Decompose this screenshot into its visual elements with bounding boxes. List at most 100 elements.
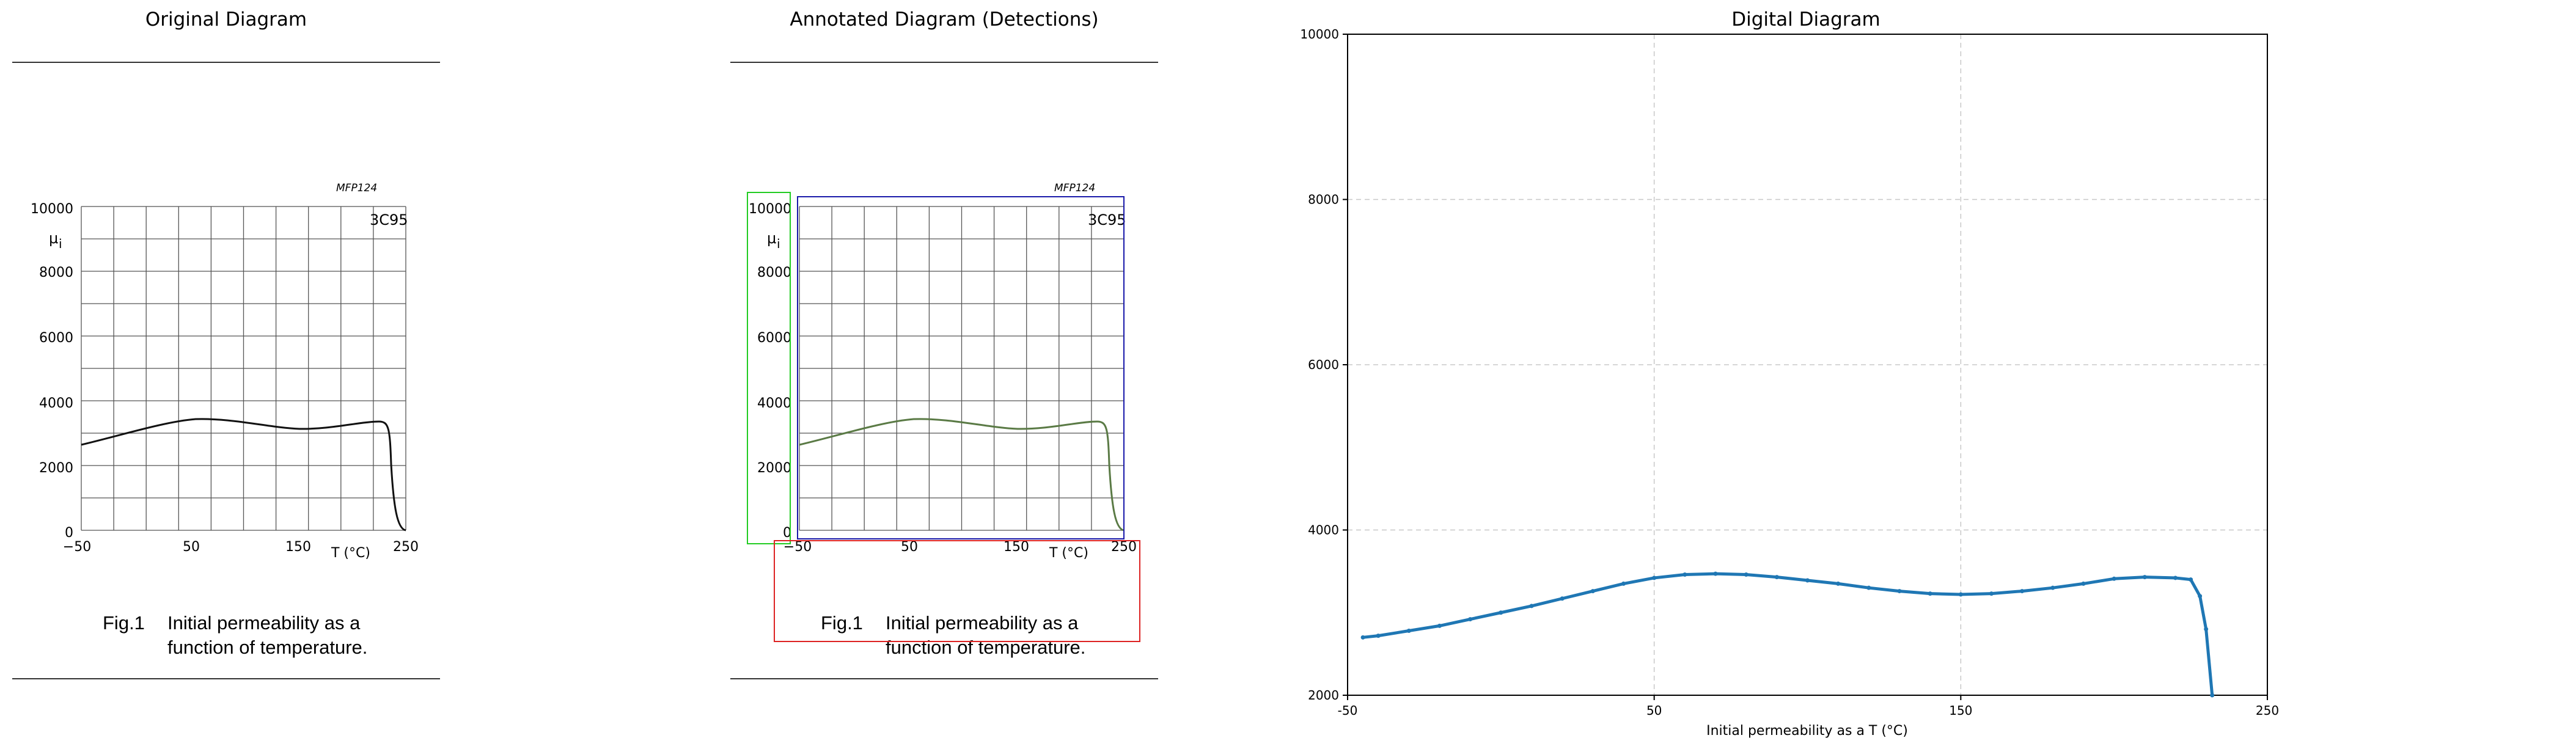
- y-tick-label: 4000: [757, 396, 791, 411]
- annotated-curve: [799, 418, 1125, 532]
- original-curve: [81, 418, 406, 532]
- y-tick-label: 0: [65, 525, 73, 541]
- original-panel-title: Original Diagram: [145, 9, 307, 31]
- caption-line-2: function of temperature.: [886, 637, 1085, 658]
- detection-box-y-axis: [747, 192, 791, 544]
- x-tick-label: 250: [393, 539, 419, 555]
- digital-grid: [1348, 34, 2267, 695]
- diagram-code: MFP124: [336, 182, 377, 194]
- x-tick-label: 250: [1111, 539, 1137, 555]
- annotated-y-ticks: 10000 8000 6000 4000 2000 0: [749, 202, 791, 541]
- original-y-ticks: 10000 8000 6000 4000 2000 0: [31, 202, 73, 541]
- digital-data-point: [2173, 575, 2178, 580]
- digital-data-point: [2142, 575, 2147, 580]
- original-x-ticks: −50 50 150 250: [63, 539, 419, 555]
- digital-data-point: [1989, 591, 1994, 596]
- annotated-panel-title: Annotated Diagram (Detections): [790, 9, 1099, 31]
- material-label: 3C95: [1088, 211, 1126, 228]
- annotated-x-ticks: −50 50 150 250: [783, 539, 1137, 555]
- y-axis-symbol: μ: [49, 230, 58, 247]
- digital-data-point: [1774, 575, 1779, 580]
- y-tick-label: 2000: [757, 461, 791, 476]
- x-tick-label: 150: [285, 539, 311, 555]
- annotated-bottom-rule: [730, 678, 1158, 679]
- digital-x-tick-label: -50: [1338, 703, 1358, 718]
- annotated-grid: [799, 206, 1125, 531]
- y-tick-label: 6000: [39, 331, 73, 346]
- digital-data-point: [2189, 577, 2193, 582]
- y-axis-mu: μ: [49, 230, 58, 247]
- digital-data-point: [2204, 627, 2209, 632]
- x-tick-label: 50: [901, 539, 918, 555]
- digital-data-point: [1499, 610, 1503, 615]
- digital-x-tick-label: 250: [2256, 703, 2279, 718]
- y-axis-symbol: μ: [767, 230, 776, 247]
- fig-number: Fig.1: [821, 612, 863, 634]
- digital-y-tick-label: 2000: [1308, 688, 1339, 703]
- fig-number: Fig.1: [103, 612, 145, 634]
- digital-data-point: [2112, 576, 2116, 581]
- digital-data-point: [1406, 629, 1411, 634]
- y-tick-label: 8000: [39, 265, 73, 280]
- annotated-top-rule: [730, 62, 1158, 63]
- digital-data-point: [1652, 575, 1657, 580]
- digital-data-point: [1437, 623, 1442, 628]
- caption-line-1: Initial permeability as a: [886, 612, 1079, 634]
- caption-line-1: Initial permeability as a: [167, 612, 361, 634]
- digital-x-tick-label: 150: [1949, 703, 1972, 718]
- digital-data-point: [1866, 585, 1871, 590]
- digital-data-point: [2081, 581, 2086, 586]
- digital-data-point: [1744, 572, 1749, 577]
- annotated-diagram: MFP124 3C95 μ i 10000 8000 6000 4000 200…: [747, 182, 1140, 658]
- digital-data-point: [1621, 581, 1626, 586]
- digital-data-point: [1529, 604, 1534, 608]
- digital-y-tick-label: 10000: [1300, 27, 1339, 42]
- material-label: 3C95: [370, 211, 408, 228]
- digital-data-point: [1713, 571, 1718, 576]
- detection-box-plot: [797, 196, 1125, 539]
- digital-y-tick-label: 8000: [1308, 192, 1339, 207]
- x-axis-label: T (°C): [1049, 546, 1088, 561]
- y-tick-label: 0: [783, 525, 791, 541]
- digital-data-point: [1836, 581, 1841, 586]
- digital-series-line: [1362, 572, 2214, 696]
- digital-data-point: [2020, 589, 2025, 594]
- digital-data-point: [2050, 585, 2055, 590]
- digital-data-point: [2198, 594, 2203, 599]
- y-axis-subscript: i: [59, 236, 62, 251]
- x-axis-label: T (°C): [331, 546, 370, 561]
- detection-box-x-axis: [774, 540, 1140, 642]
- digital-y-tick-label: 4000: [1308, 523, 1339, 538]
- digital-data-point: [1928, 591, 1932, 596]
- digital-data-point: [1360, 635, 1365, 640]
- x-tick-label: −50: [63, 539, 91, 555]
- digital-data-point: [2210, 693, 2215, 698]
- x-tick-label: 50: [183, 539, 200, 555]
- y-axis-subscript: i: [777, 236, 780, 251]
- original-bottom-rule: [12, 678, 440, 679]
- diagram-code: MFP124: [1054, 182, 1095, 194]
- x-tick-label: −50: [783, 539, 812, 555]
- digital-x-tick-label: 50: [1646, 703, 1662, 718]
- y-tick-label: 10000: [749, 202, 791, 217]
- digital-panel-title: Digital Diagram: [1731, 9, 1881, 31]
- digital-x-axis-label: Initial permeability as a T (°C): [1706, 723, 1908, 739]
- original-grid: [81, 206, 406, 531]
- caption-line-2: function of temperature.: [167, 637, 367, 658]
- digital-data-point: [1897, 589, 1902, 594]
- digital-y-ticks: 2000 4000 6000 8000 10000: [1300, 27, 1348, 703]
- x-tick-label: 150: [1004, 539, 1029, 555]
- digital-data-point: [1560, 596, 1565, 601]
- original-top-rule: [12, 62, 440, 63]
- y-tick-label: 2000: [39, 461, 73, 476]
- y-tick-label: 8000: [757, 265, 791, 280]
- digital-data-point: [1590, 589, 1595, 594]
- y-tick-label: 10000: [31, 202, 73, 217]
- digital-x-ticks: -50 50 150 250: [1338, 695, 2279, 718]
- y-tick-label: 4000: [39, 396, 73, 411]
- digital-data-point: [1958, 592, 1963, 597]
- digital-data-point: [1468, 617, 1473, 622]
- digital-data-point: [1805, 578, 1810, 583]
- digital-data-point: [1682, 572, 1687, 577]
